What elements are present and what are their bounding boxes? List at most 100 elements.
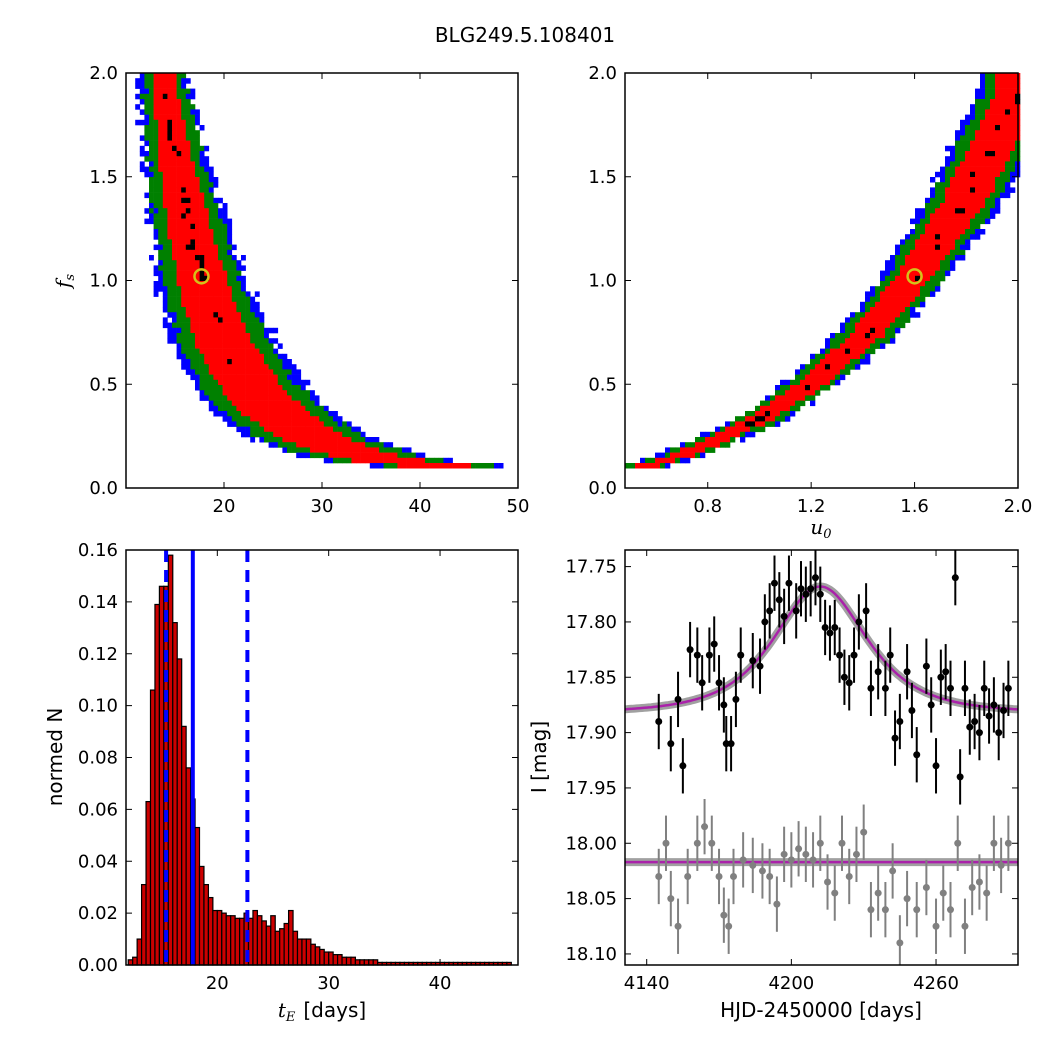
map-cell bbox=[236, 307, 242, 313]
map-cell bbox=[960, 203, 966, 209]
map-cell bbox=[218, 338, 223, 344]
map-cell bbox=[860, 343, 866, 349]
map-cell bbox=[805, 379, 811, 386]
map-cell bbox=[213, 265, 219, 271]
map-cell bbox=[785, 411, 791, 417]
map-cell bbox=[282, 400, 288, 407]
map-cell bbox=[291, 426, 297, 433]
map-cell bbox=[181, 177, 187, 183]
map-cell bbox=[218, 260, 223, 266]
map-cell bbox=[720, 426, 726, 433]
map-cell bbox=[895, 322, 901, 329]
map-cell bbox=[955, 197, 961, 204]
map-cell bbox=[810, 364, 816, 370]
map-cell bbox=[222, 270, 228, 277]
map-cell bbox=[830, 364, 836, 370]
map-cell bbox=[162, 239, 168, 245]
map-cell bbox=[765, 411, 771, 417]
map-cell bbox=[970, 223, 976, 230]
map-cell bbox=[158, 223, 164, 230]
map-cell bbox=[268, 353, 274, 360]
map-cell bbox=[337, 442, 343, 448]
map-cell bbox=[1010, 125, 1016, 131]
map-cell bbox=[176, 104, 182, 110]
map-cell bbox=[199, 338, 205, 344]
map-cell bbox=[222, 275, 228, 282]
map-cell bbox=[190, 333, 196, 339]
map-cell bbox=[785, 416, 791, 422]
map-cell bbox=[805, 395, 811, 401]
data-point bbox=[845, 679, 853, 687]
map-cell bbox=[975, 166, 981, 173]
map-cell bbox=[730, 437, 736, 443]
map-cell bbox=[185, 348, 191, 355]
data-point bbox=[913, 751, 921, 759]
map-cell bbox=[208, 239, 214, 245]
map-cell bbox=[296, 421, 302, 427]
map-cell bbox=[185, 307, 191, 313]
y-tick-label: 0.12 bbox=[78, 644, 118, 665]
map-cell bbox=[162, 78, 168, 84]
data-point bbox=[662, 839, 670, 847]
map-cell bbox=[190, 353, 196, 360]
data-point bbox=[797, 585, 805, 593]
map-cell bbox=[346, 437, 352, 443]
data-point bbox=[951, 574, 959, 582]
map-cell bbox=[195, 270, 200, 277]
map-cell bbox=[172, 208, 177, 214]
map-cell bbox=[176, 203, 182, 209]
map-cell bbox=[995, 151, 1001, 157]
map-cell bbox=[475, 463, 481, 469]
map-cell bbox=[890, 338, 896, 344]
map-cell bbox=[935, 244, 941, 251]
map-cell bbox=[775, 416, 781, 422]
map-cell bbox=[190, 255, 196, 261]
map-cell bbox=[895, 301, 901, 308]
map-cell bbox=[139, 145, 145, 152]
data-point bbox=[729, 872, 737, 880]
map-cell bbox=[850, 327, 856, 334]
map-cell bbox=[282, 353, 288, 360]
map-cell bbox=[153, 93, 159, 100]
map-cell bbox=[835, 343, 841, 349]
map-cell bbox=[250, 327, 256, 334]
map-cell bbox=[800, 395, 806, 401]
map-cell bbox=[208, 249, 214, 256]
map-cell bbox=[1010, 73, 1016, 79]
map-cell bbox=[945, 208, 951, 214]
map-cell bbox=[185, 286, 191, 292]
map-cell bbox=[254, 312, 260, 318]
map-cell bbox=[172, 218, 177, 225]
map-cell bbox=[900, 244, 906, 251]
map-cell bbox=[825, 353, 831, 360]
map-cell bbox=[282, 385, 288, 391]
data-point bbox=[785, 579, 793, 587]
map-cell bbox=[167, 234, 173, 240]
map-cell bbox=[314, 431, 320, 438]
map-cell bbox=[195, 312, 200, 318]
map-cell bbox=[153, 156, 159, 162]
map-cell bbox=[208, 192, 214, 199]
panel-light-curve: 4140 4200 426017.7517.8017.8517.9017.9518.… bbox=[527, 549, 1019, 1022]
map-cell bbox=[800, 400, 806, 407]
map-cell bbox=[910, 291, 916, 297]
map-cell bbox=[980, 166, 986, 173]
map-cell bbox=[830, 369, 836, 375]
map-cell bbox=[195, 260, 200, 266]
map-cell bbox=[406, 452, 412, 459]
map-cell bbox=[236, 343, 242, 349]
map-cell bbox=[218, 234, 223, 240]
x-tick-label: 4260 bbox=[913, 973, 959, 994]
map-cell bbox=[865, 322, 871, 329]
map-cell bbox=[915, 218, 921, 225]
map-cell bbox=[920, 286, 926, 292]
map-cell bbox=[915, 265, 921, 271]
map-cell bbox=[195, 229, 200, 235]
map-cell bbox=[300, 431, 306, 438]
map-cell bbox=[195, 197, 200, 204]
map-cell bbox=[190, 203, 196, 209]
map-cell bbox=[955, 244, 961, 251]
map-cell bbox=[915, 301, 921, 308]
map-cell bbox=[139, 119, 145, 126]
map-cell bbox=[199, 239, 205, 245]
